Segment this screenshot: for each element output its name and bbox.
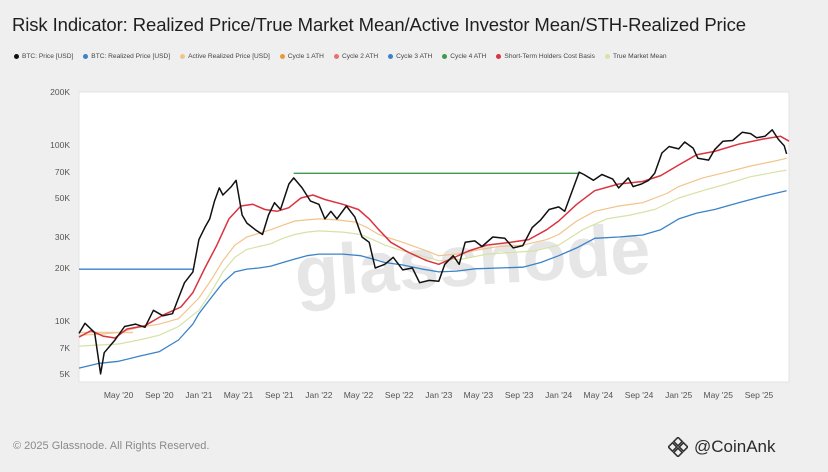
copyright-footer: © 2025 Glassnode. All Rights Reserved. [13,440,210,452]
legend-item[interactable]: BTC: Price [USD] [14,53,73,60]
x-tick-label: Sep '23 [505,390,534,400]
x-tick-label: Sep '24 [625,390,654,400]
legend-label: True Market Mean [612,52,667,60]
x-tick-label: May '22 [344,390,374,400]
legend-item[interactable]: Cycle 1 ATH [279,52,324,60]
legend-label: Cycle 1 ATH [287,52,324,60]
legend-dot-icon [333,53,339,59]
y-tick-label: 30K [55,232,70,242]
legend-item[interactable]: Active Realized Price [USD] [180,53,270,60]
y-tick-label: 200K [50,87,70,97]
binance-square-icon [668,437,688,457]
legend-dot-icon [496,53,502,59]
series-line-true-market-mean [78,169,787,347]
legend-item[interactable]: True Market Mean [604,52,667,60]
plot-area [78,91,790,383]
legend-dot-icon [388,53,394,59]
x-tick-label: Sep '25 [745,390,774,400]
legend-dot-icon [279,53,285,59]
series-line-active-realized-price-usd [78,157,787,336]
x-tick-label: Sep '22 [385,390,414,400]
legend-dot-icon [14,53,19,59]
x-tick-label: Jan '24 [545,390,572,400]
legend-item[interactable]: Cycle 3 ATH [388,53,432,60]
x-tick-label: Sep '21 [265,390,294,400]
legend-label: Short-Term Holders Cost Basis [504,52,595,60]
chart-title: Risk Indicator: Realized Price/True Mark… [12,14,746,35]
legend-label: Active Realized Price [USD] [188,52,270,60]
legend-dot-icon [442,53,448,59]
x-tick-label: May '23 [464,390,494,400]
legend-label: Cycle 3 ATH [396,52,433,60]
x-tick-label: Jan '21 [185,390,212,400]
x-tick-label: Sep '20 [145,390,174,400]
legend-label: Cycle 2 ATH [341,52,379,60]
y-tick-label: 20K [55,263,70,273]
x-tick-label: May '21 [224,390,254,400]
x-tick-label: Jan '22 [305,390,332,400]
brand-badge: @CoinAnk [668,436,776,458]
y-tick-label: 7K [60,343,71,353]
legend-item[interactable]: Cycle 2 ATH [333,52,379,60]
x-tick-label: Jan '23 [425,390,452,400]
legend-dot-icon [180,53,186,59]
series-line-btc-realized-price-usd [78,190,787,369]
legend-label: Cycle 4 ATH [450,52,487,60]
legend-label: BTC: Price [USD] [22,52,74,60]
series-line-btc-price-usd [78,129,788,375]
legend-item[interactable]: Cycle 4 ATH [442,53,486,60]
x-tick-label: May '25 [703,390,733,400]
legend-dot-icon [604,53,610,59]
legend-label: BTC: Realized Price [USD] [91,52,171,60]
x-tick-label: May '20 [104,390,134,400]
chart-plot: glassnode5K7K10K20K30K50K70K100K200KMay … [50,87,790,400]
chart-legend: BTC: Price [USD] BTC: Realized Price [USD… [14,50,667,62]
brand-handle: @CoinAnk [694,437,776,456]
y-tick-label: 70K [55,167,70,177]
legend-item[interactable]: Short-Term Holders Cost Basis [496,53,595,60]
y-tick-label: 10K [55,316,70,326]
x-tick-label: May '24 [584,390,614,400]
y-tick-label: 5K [60,369,71,379]
x-tick-label: Jan '25 [665,390,692,400]
y-tick-label: 50K [55,193,70,203]
legend-item[interactable]: BTC: Realized Price [USD] [83,53,170,60]
y-tick-label: 100K [50,140,70,150]
legend-dot-icon [83,53,89,59]
